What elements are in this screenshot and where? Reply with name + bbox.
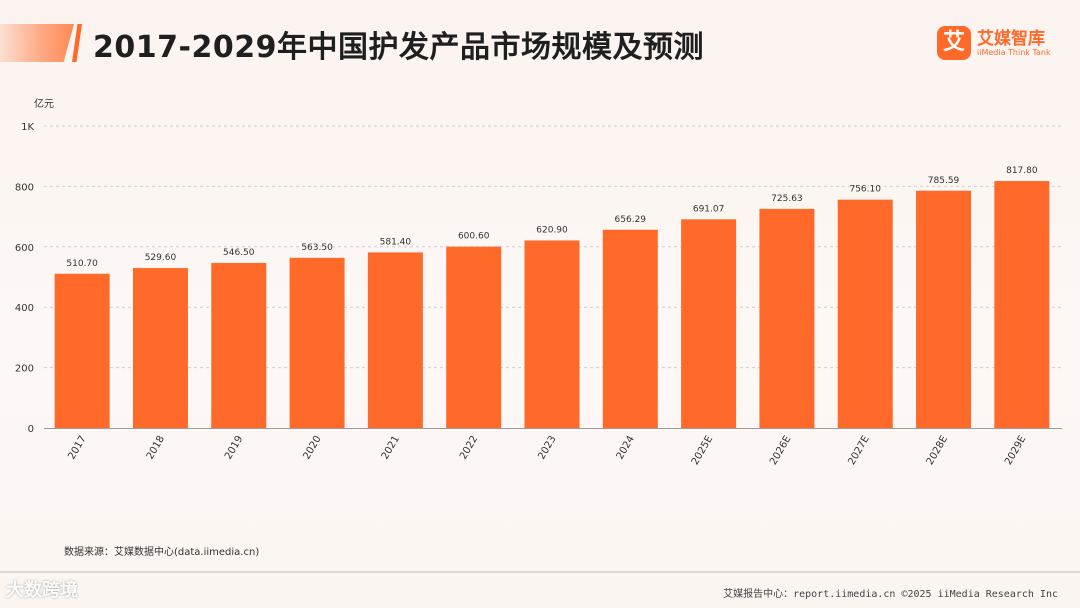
x-tick-label: 2020 xyxy=(301,434,323,462)
logo-subtitle: iiMedia Think Tank xyxy=(977,48,1051,57)
bar-value-label: 817.80 xyxy=(1006,166,1038,176)
bar-value-label: 546.50 xyxy=(223,248,255,258)
x-tick-label: 2021 xyxy=(380,434,402,462)
bar xyxy=(211,262,267,428)
bar xyxy=(681,219,737,428)
y-tick-label: 1K xyxy=(21,122,34,133)
x-tick-label: 2022 xyxy=(458,434,480,462)
bar xyxy=(54,273,110,428)
bar-value-label: 725.63 xyxy=(771,194,803,204)
bar xyxy=(446,246,502,428)
x-tick-label: 2024 xyxy=(615,434,637,462)
watermark: 大数跨境 xyxy=(6,580,78,601)
bar-value-label: 600.60 xyxy=(458,232,490,242)
x-tick-label: 2027E xyxy=(846,434,871,467)
y-tick-label: 600 xyxy=(15,243,34,254)
page-title: 2017-2029年中国护发产品市场规模及预测 xyxy=(93,30,704,65)
bar xyxy=(837,199,893,428)
bar-value-label: 510.70 xyxy=(66,259,98,269)
x-tick-label: 2017 xyxy=(66,434,88,462)
logo-name: 艾媒智库 xyxy=(977,29,1045,49)
bar xyxy=(916,190,972,428)
bar-value-label: 581.40 xyxy=(380,237,412,247)
x-tick-label: 2025E xyxy=(690,434,715,467)
title-accent-slash xyxy=(72,24,82,62)
bar xyxy=(289,257,345,428)
bar-value-label: 691.07 xyxy=(693,204,725,214)
bar xyxy=(367,252,423,428)
bar-value-label: 563.50 xyxy=(301,243,333,253)
y-tick-label: 800 xyxy=(15,182,34,193)
title-accent-bar xyxy=(0,24,74,62)
bar-value-label: 656.29 xyxy=(615,215,647,225)
logo-mark-icon: 艾 xyxy=(937,26,971,60)
iimedia-logo: 艾 艾媒智库 iiMedia Think Tank xyxy=(937,24,1077,64)
y-tick-label: 200 xyxy=(15,364,34,375)
report-center-credit: 艾媒报告中心：report.iimedia.cn ©2025 iiMedia R… xyxy=(723,589,1058,600)
bar xyxy=(994,181,1050,428)
data-source: 数据来源：艾媒数据中心(data.iimedia.cn) xyxy=(64,547,260,558)
x-tick-label: 2018 xyxy=(145,434,167,462)
footer-divider xyxy=(0,571,1080,573)
y-axis-unit-label: 亿元 xyxy=(34,97,54,110)
bar-value-label: 785.59 xyxy=(928,176,960,186)
x-tick-label: 2028E xyxy=(925,434,950,467)
bar xyxy=(132,268,188,428)
x-tick-label: 2023 xyxy=(536,434,558,462)
bar xyxy=(602,229,658,428)
bar-value-label: 756.10 xyxy=(849,185,881,195)
bar-value-label: 620.90 xyxy=(536,225,568,235)
y-tick-label: 400 xyxy=(15,303,34,314)
x-tick-label: 2029E xyxy=(1003,434,1028,467)
x-tick-label: 2026E xyxy=(768,434,793,467)
x-tick-label: 2019 xyxy=(223,434,245,462)
bar-chart: 亿元 0 200 400 600 800 1K 510.70 2017 529.60 2018 546… xyxy=(15,97,1062,467)
bar-value-label: 529.60 xyxy=(145,253,177,263)
bar xyxy=(524,240,580,428)
bar xyxy=(759,208,815,428)
y-tick-label: 0 xyxy=(28,424,34,435)
